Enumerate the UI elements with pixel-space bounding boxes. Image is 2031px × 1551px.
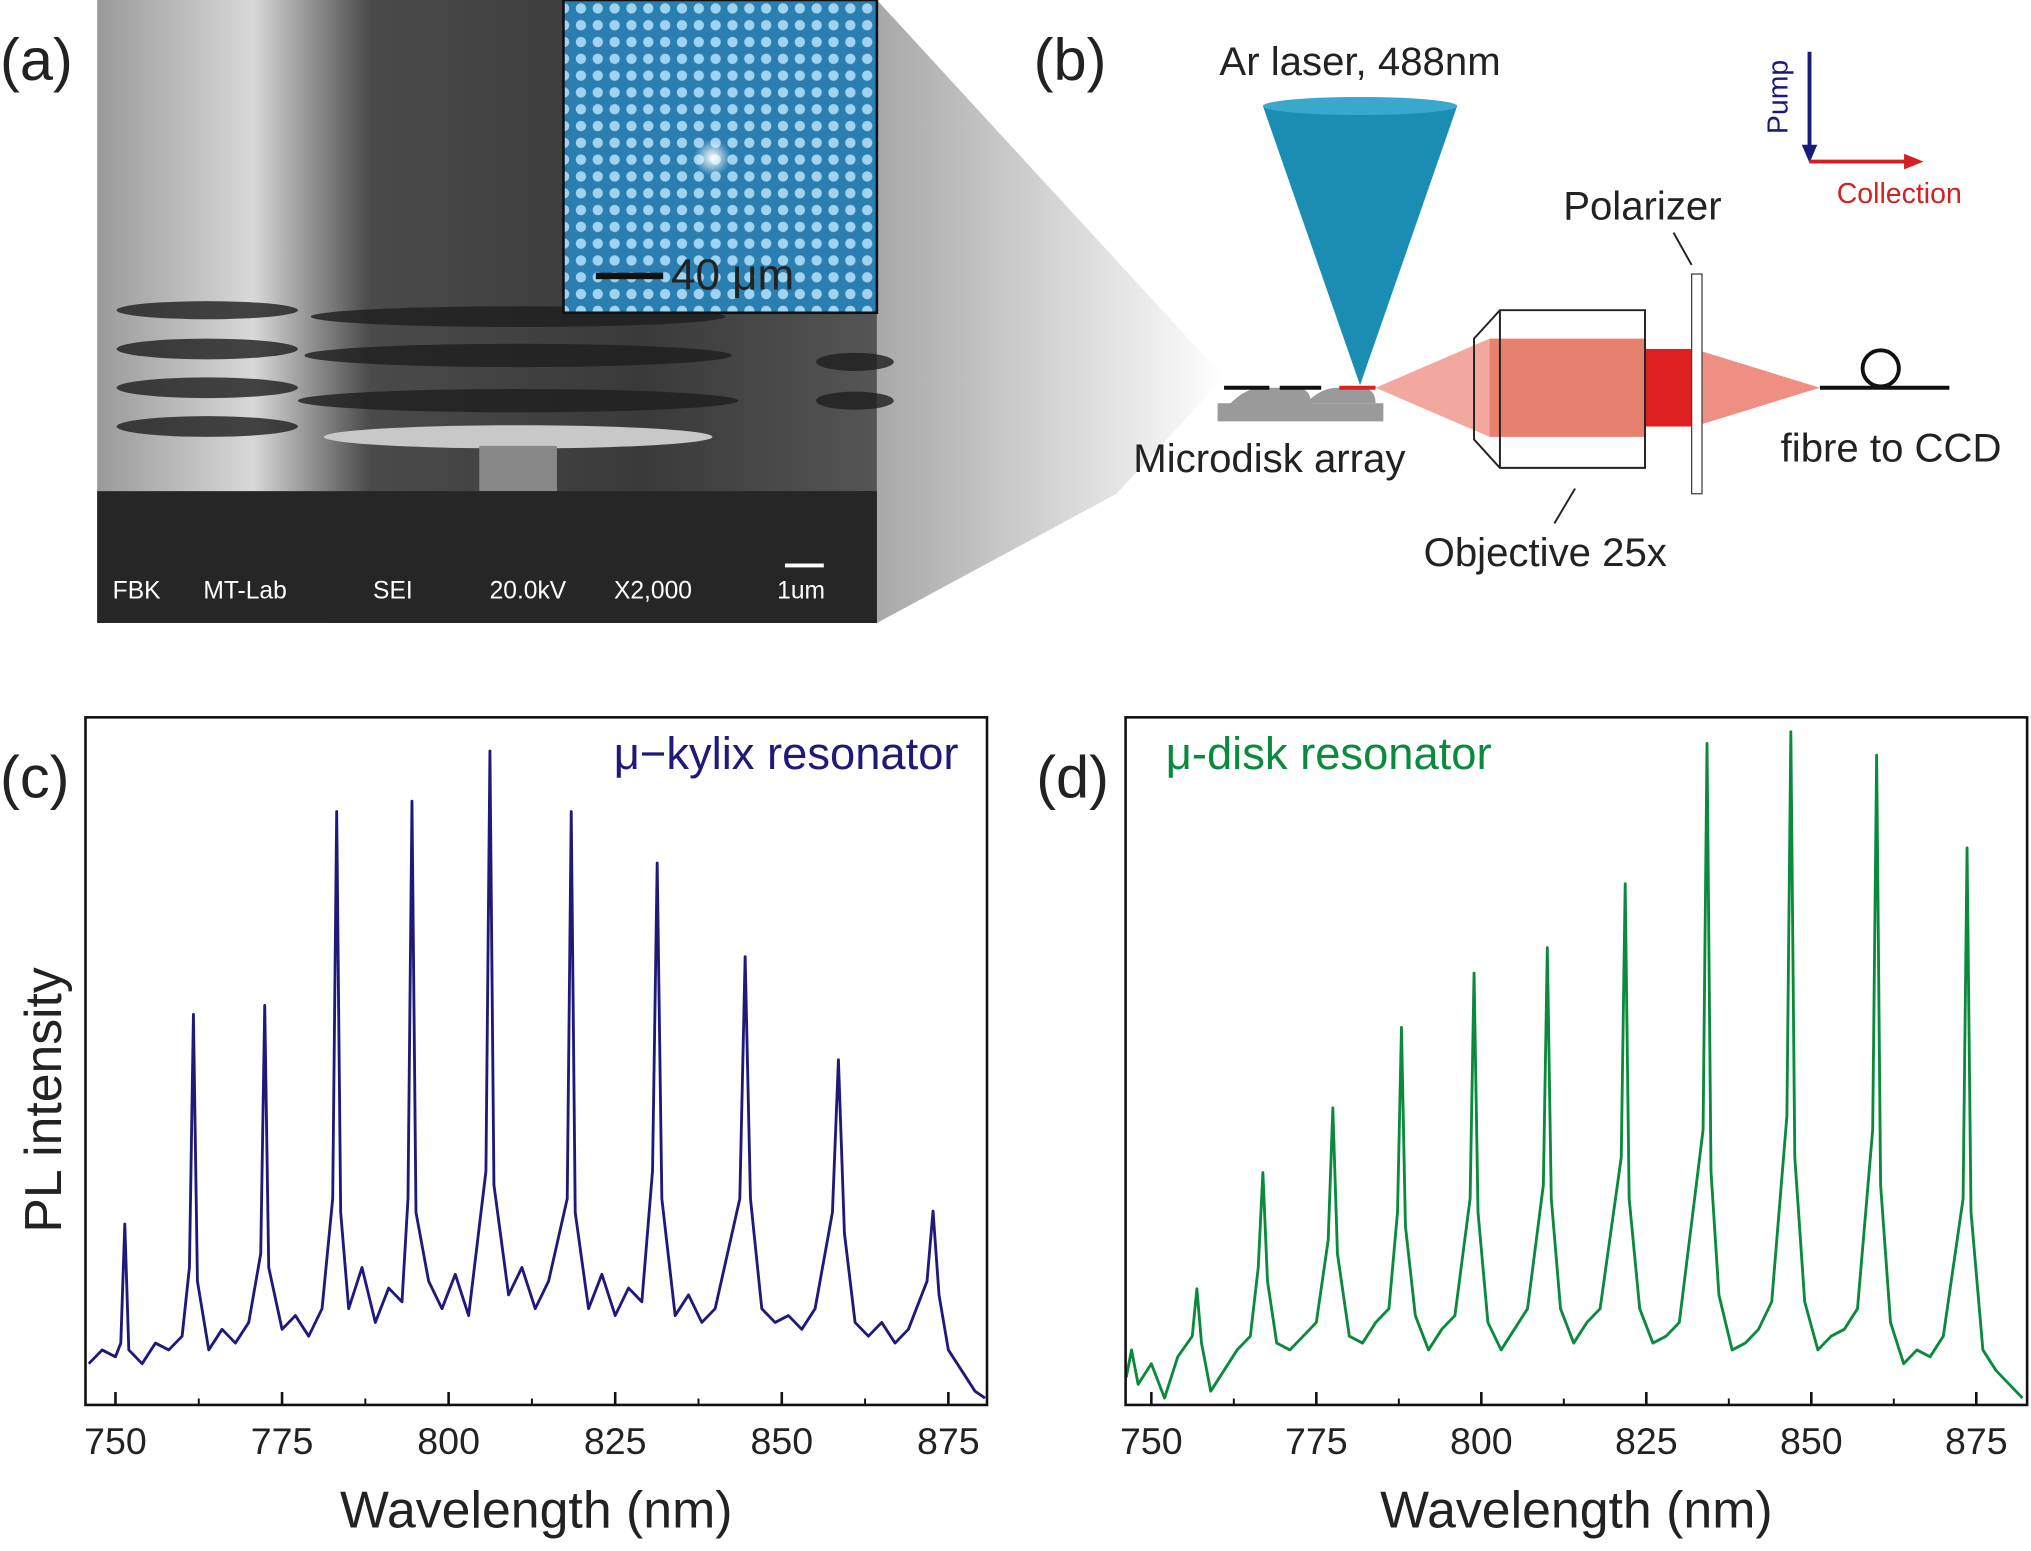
polarizer xyxy=(1690,273,1703,495)
x-tick-label: 800 xyxy=(1450,1420,1513,1462)
sem-info: MT-Lab xyxy=(203,577,286,604)
sem-info: 20.0kV xyxy=(490,577,567,604)
microdisk-base xyxy=(1305,387,1376,404)
x-tick-label: 750 xyxy=(1120,1420,1183,1462)
panel-label: (c) xyxy=(0,744,69,811)
panel-label: (b) xyxy=(1034,26,1107,93)
sem-stripes xyxy=(116,301,894,437)
fibre-loop xyxy=(1860,348,1901,389)
zoom-fan xyxy=(876,0,1225,623)
x-tick-label: 775 xyxy=(1285,1420,1348,1462)
sem-info: SEI xyxy=(373,577,413,604)
spectrum-line xyxy=(87,749,986,1400)
beam xyxy=(1694,348,1820,427)
x-tick-label: 825 xyxy=(584,1420,647,1462)
inset-spot xyxy=(694,139,731,176)
objective-label: Objective 25x xyxy=(1424,531,1667,575)
laser-cone xyxy=(1262,105,1458,386)
pointer xyxy=(1672,232,1693,266)
x-tick-label: 850 xyxy=(1780,1420,1843,1462)
x-tick-label: 875 xyxy=(1945,1420,2008,1462)
pedestal xyxy=(479,445,557,492)
x-tick-label: 750 xyxy=(84,1420,147,1462)
sem-substrate xyxy=(97,491,877,623)
annotation: μ−kylix resonator xyxy=(614,728,959,779)
pump-label: Pump xyxy=(1762,60,1794,134)
x-tick-label: 875 xyxy=(917,1420,980,1462)
objective xyxy=(1473,309,1646,469)
panel-label: (d) xyxy=(1036,744,1109,811)
polarizer-label: Polarizer xyxy=(1563,185,1721,229)
beam xyxy=(1375,338,1490,437)
fibre-label: fibre to CCD xyxy=(1781,426,2002,470)
sem-info: 1um xyxy=(777,577,825,604)
setup-diagram: (b) Ar laser, 488nm Polarizer Microdisk … xyxy=(1034,26,2002,575)
microdisk xyxy=(323,425,713,449)
scale-bar xyxy=(595,272,664,280)
y-axis-label: PL intensity xyxy=(14,967,72,1232)
pump-arrowhead xyxy=(1801,144,1818,163)
sem-info: FBK xyxy=(113,577,161,604)
collection-arrowhead xyxy=(1904,153,1924,170)
plot-frame xyxy=(84,716,989,1407)
microdisk-base xyxy=(1217,387,1384,422)
x-tick-label: 850 xyxy=(750,1420,813,1462)
x-tick-label: 800 xyxy=(417,1420,480,1462)
laser-label: Ar laser, 488nm xyxy=(1219,40,1500,84)
plot-frame xyxy=(1124,716,2029,1407)
beam xyxy=(1645,348,1695,427)
x-axis-label: Wavelength (nm) xyxy=(1380,1481,1773,1539)
x-tick-label: 825 xyxy=(1615,1420,1678,1462)
sem-image: 40 μm FBK MT-Lab SEI 20.0kV X2,000 1um xyxy=(97,0,1225,623)
laser-cone-top xyxy=(1262,96,1458,116)
inset-scale-label: 40 μm xyxy=(671,251,794,300)
panel-label: (a) xyxy=(0,26,73,93)
pointer xyxy=(1553,488,1576,524)
collection-label: Collection xyxy=(1837,178,1962,210)
sample-label: Microdisk array xyxy=(1133,437,1405,481)
spectrum-line xyxy=(1124,730,2024,1400)
chart: (d) 750 775 800 825 850 875 Wavelength (nm) μ-di… xyxy=(1036,716,2029,1539)
annotation: μ-disk resonator xyxy=(1166,728,1492,779)
x-tick-label: 775 xyxy=(251,1420,314,1462)
sem-info: X2,000 xyxy=(614,577,692,604)
beam xyxy=(1489,338,1646,437)
chart: (c) 750 775 800 825 850 875 Wavelength (nm) PL i… xyxy=(0,716,989,1539)
x-axis-label: Wavelength (nm) xyxy=(340,1481,733,1539)
sem-scale-bar xyxy=(784,563,824,568)
